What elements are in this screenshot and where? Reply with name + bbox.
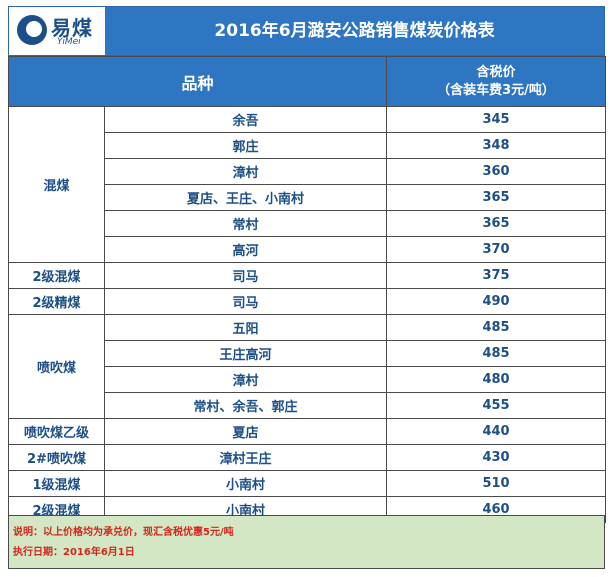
place-cell: 郭庄 [103, 132, 388, 159]
place-cell: 漳村王庄 [103, 444, 388, 471]
place-cell: 余吾 [103, 106, 388, 133]
price-cell: 345 [386, 106, 607, 133]
logo-text: 易煤 [51, 16, 93, 40]
category-cell: 喷吹煤 [8, 314, 105, 419]
price-cell: 348 [386, 132, 607, 159]
table-row: 王庄高河 485 [9, 340, 607, 367]
place-cell: 小南村 [103, 470, 388, 497]
note-payment: 说明：以上价格均为承兑价，现汇含税优惠5元/吨 [13, 527, 234, 538]
category-cell: 混煤 [8, 106, 105, 263]
price-cell: 490 [386, 288, 607, 315]
price-cell: 485 [386, 340, 607, 367]
table-row: 2级精煤 司马 490 [8, 288, 607, 315]
place-cell: 漳村 [103, 158, 388, 185]
table-row: 1级混煤 小南村 510 [8, 470, 607, 497]
table-row: 2#喷吹煤 漳村王庄 430 [8, 444, 607, 471]
category-cell: 喷吹煤乙级 [8, 418, 105, 445]
column-header-price-note: （含装车费3元/吨） [437, 82, 555, 98]
table-row: 喷吹煤 五阳 485 [8, 314, 607, 419]
category-cell: 1级混煤 [8, 470, 105, 497]
price-cell: 455 [386, 392, 607, 419]
price-cell: 360 [386, 158, 607, 185]
place-cell: 常村 [103, 210, 388, 237]
place-cell: 常村、余吾、郭庄 [103, 392, 388, 419]
place-cell: 司马 [103, 288, 388, 315]
price-cell: 485 [386, 314, 607, 341]
place-cell: 夏店、王庄、小南村 [103, 184, 388, 211]
title-bar: 易煤 YiMei 2016年6月潞安公路销售煤炭价格表 [8, 6, 605, 56]
category-cell: 2#喷吹煤 [8, 444, 105, 471]
place-cell: 王庄高河 [103, 340, 388, 367]
place-cell: 夏店 [103, 418, 388, 445]
logo-mark-icon [17, 15, 47, 45]
logo: 易煤 YiMei [9, 7, 105, 55]
price-cell: 375 [386, 262, 607, 289]
table-row: 郭庄 348 [9, 132, 607, 159]
note-effective-date: 执行日期：2016年6月1日 [13, 547, 135, 558]
price-table: 品种 含税价 （含装车费3元/吨） 混煤 余吾 345 郭庄 348 漳村 360 夏店、王庄… [7, 56, 607, 523]
table-row: 漳村 360 [9, 158, 607, 185]
table-row: 2级混煤 司马 375 [8, 262, 607, 289]
table-row: 高河 370 [9, 236, 607, 263]
price-cell: 365 [386, 184, 607, 211]
price-cell: 480 [386, 366, 607, 393]
place-cell: 漳村 [103, 366, 388, 393]
table-header-row: 品种 含税价 （含装车费3元/吨） [7, 56, 607, 107]
column-header-price-label: 含税价 [476, 64, 516, 80]
page-title: 2016年6月潞安公路销售煤炭价格表 [214, 21, 495, 41]
price-cell: 440 [386, 418, 607, 445]
table-row: 喷吹煤乙级 夏店 440 [8, 418, 607, 445]
price-cell: 370 [386, 236, 607, 263]
category-cell: 2级混煤 [8, 262, 105, 289]
table-row: 混煤 余吾 345 [8, 106, 607, 263]
price-table-body: 混煤 余吾 345 郭庄 348 漳村 360 夏店、王庄、小南村 365 常村 365 高河 370 2… [8, 106, 607, 523]
table-row: 常村 365 [9, 210, 607, 237]
place-cell: 高河 [103, 236, 388, 263]
place-cell: 司马 [103, 262, 388, 289]
price-cell: 365 [386, 210, 607, 237]
column-header-price: 含税价 （含装车费3元/吨） [386, 56, 607, 107]
table-row: 夏店、王庄、小南村 365 [9, 184, 607, 211]
table-row: 漳村 480 [9, 366, 607, 393]
price-cell: 430 [386, 444, 607, 471]
price-cell: 510 [386, 470, 607, 497]
place-cell: 五阳 [103, 314, 388, 341]
logo-subtext: YiMei [57, 37, 81, 47]
column-header-variety: 品种 [7, 56, 388, 107]
table-row: 常村、余吾、郭庄 455 [9, 392, 607, 419]
notes-box: 说明：以上价格均为承兑价，现汇含税优惠5元/吨 执行日期：2016年6月1日 [8, 515, 605, 569]
category-cell: 2级精煤 [8, 288, 105, 315]
